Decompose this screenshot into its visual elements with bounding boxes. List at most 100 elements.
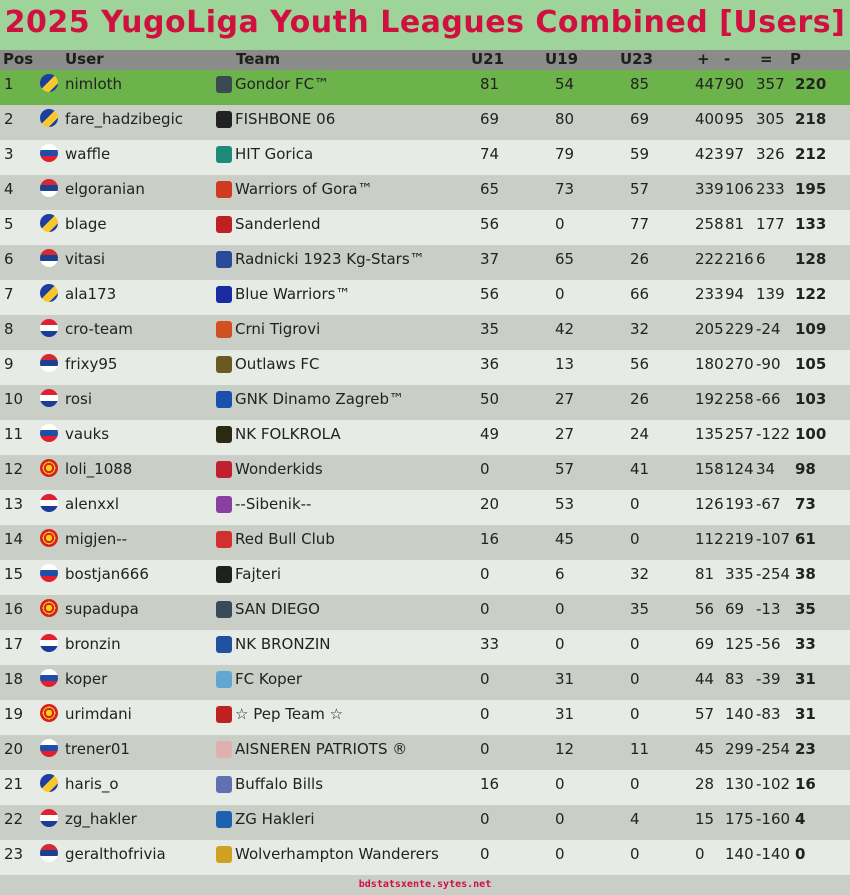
cell-minus: 219 [725, 530, 754, 548]
cell-user[interactable]: bronzin [65, 635, 121, 653]
flag-mk-icon [40, 704, 58, 722]
team-logo-icon [216, 846, 232, 863]
cell-team[interactable]: Warriors of Gora™ [235, 180, 373, 198]
cell-points: 100 [795, 425, 827, 443]
cell-u19: 80 [555, 110, 575, 128]
cell-minus: 229 [725, 320, 754, 338]
cell-diff: -102 [756, 775, 791, 793]
cell-user[interactable]: haris_o [65, 775, 119, 793]
cell-user[interactable]: koper [65, 670, 108, 688]
cell-team[interactable]: Wonderkids [235, 460, 323, 478]
team-logo-icon [216, 251, 232, 268]
cell-user[interactable]: loli_1088 [65, 460, 133, 478]
cell-minus: 81 [725, 215, 745, 233]
cell-plus: 44 [695, 670, 715, 688]
cell-plus: 69 [695, 635, 715, 653]
cell-team[interactable]: HIT Gorica [235, 145, 314, 163]
cell-team[interactable]: Sanderlend [235, 215, 321, 233]
cell-team[interactable]: FC Koper [235, 670, 303, 688]
cell-team[interactable]: NK FOLKROLA [235, 425, 341, 443]
table-row: 3 waffle HIT Gorica 74 79 59 423 97 326 212 [0, 140, 850, 175]
flag-ba-icon [40, 74, 58, 92]
cell-u23: 66 [630, 285, 650, 303]
cell-user[interactable]: rosi [65, 390, 92, 408]
header-points: P [790, 50, 801, 68]
cell-u23: 85 [630, 75, 650, 93]
cell-u23: 0 [630, 775, 640, 793]
team-logo-icon [216, 426, 232, 443]
team-logo-icon [216, 321, 232, 338]
cell-user[interactable]: ala173 [65, 285, 117, 303]
flag-rs-icon [40, 844, 58, 862]
cell-u23: 35 [630, 600, 650, 618]
flag-hr-icon [40, 389, 58, 407]
cell-u21: 49 [480, 425, 500, 443]
cell-minus: 125 [725, 635, 754, 653]
cell-team[interactable]: --Sibenik-- [235, 495, 312, 513]
cell-minus: 83 [725, 670, 745, 688]
cell-team[interactable]: GNK Dinamo Zagreb™ [235, 390, 404, 408]
cell-diff: -39 [756, 670, 781, 688]
cell-user[interactable]: blage [65, 215, 107, 233]
cell-team[interactable]: Crni Tigrovi [235, 320, 321, 338]
cell-plus: 233 [695, 285, 724, 303]
team-logo-icon [216, 811, 232, 828]
cell-points: 212 [795, 145, 827, 163]
cell-user[interactable]: bostjan666 [65, 565, 149, 583]
cell-user[interactable]: nimloth [65, 75, 123, 93]
flag-hr-icon [40, 809, 58, 827]
cell-user[interactable]: vauks [65, 425, 110, 443]
cell-u23: 0 [630, 635, 640, 653]
cell-diff: -140 [756, 845, 791, 863]
cell-team[interactable]: SAN DIEGO [235, 600, 320, 618]
cell-user[interactable]: elgoranian [65, 180, 145, 198]
cell-team[interactable]: Red Bull Club [235, 530, 335, 548]
cell-user[interactable]: vitasi [65, 250, 106, 268]
cell-team[interactable]: Wolverhampton Wanderers [235, 845, 439, 863]
cell-user[interactable]: trener01 [65, 740, 130, 758]
cell-team[interactable]: NK BRONZIN [235, 635, 331, 653]
cell-user[interactable]: frixy95 [65, 355, 118, 373]
team-logo-icon [216, 391, 232, 408]
cell-user[interactable]: waffle [65, 145, 111, 163]
cell-team[interactable]: Blue Warriors™ [235, 285, 351, 303]
cell-team[interactable]: Outlaws FC [235, 355, 320, 373]
cell-pos: 14 [4, 530, 24, 548]
cell-u21: 74 [480, 145, 500, 163]
cell-user[interactable]: fare_hadzibegic [65, 110, 183, 128]
cell-user[interactable]: urimdani [65, 705, 132, 723]
cell-user[interactable]: cro-team [65, 320, 133, 338]
cell-team[interactable]: Fajteri [235, 565, 282, 583]
cell-user[interactable]: supadupa [65, 600, 139, 618]
cell-minus: 299 [725, 740, 754, 758]
cell-minus: 94 [725, 285, 745, 303]
header-diff: = [760, 50, 773, 68]
cell-user[interactable]: geralthofrivia [65, 845, 166, 863]
cell-team[interactable]: AISNEREN PATRIOTS ® [235, 740, 408, 758]
cell-team[interactable]: Buffalo Bills [235, 775, 324, 793]
table-row: 21 haris_o Buffalo Bills 16 0 0 28 130 -102 16 [0, 770, 850, 805]
cell-points: 122 [795, 285, 827, 303]
cell-user[interactable]: migjen-- [65, 530, 128, 548]
cell-user[interactable]: zg_hakler [65, 810, 137, 828]
cell-team[interactable]: ☆ Pep Team ☆ [235, 705, 344, 723]
cell-diff: -56 [756, 635, 781, 653]
table-row: 9 frixy95 Outlaws FC 36 13 56 180 270 -90 105 [0, 350, 850, 385]
cell-user[interactable]: alenxxl [65, 495, 120, 513]
cell-u21: 56 [480, 215, 500, 233]
cell-team[interactable]: FISHBONE 06 [235, 110, 336, 128]
cell-u21: 0 [480, 740, 490, 758]
cell-u23: 41 [630, 460, 650, 478]
cell-team[interactable]: Gondor FC™ [235, 75, 330, 93]
cell-minus: 124 [725, 460, 754, 478]
cell-team[interactable]: Radnicki 1923 Kg-Stars™ [235, 250, 425, 268]
cell-u23: 32 [630, 320, 650, 338]
cell-pos: 22 [4, 810, 24, 828]
cell-u19: 12 [555, 740, 575, 758]
cell-team[interactable]: ZG Hakleri [235, 810, 315, 828]
cell-points: 103 [795, 390, 827, 408]
cell-u19: 13 [555, 355, 575, 373]
table-row: 2 fare_hadzibegic FISHBONE 06 69 80 69 400 95 30… [0, 105, 850, 140]
footer-site: bdstatsxente.sytes.net [0, 875, 850, 895]
cell-u19: 27 [555, 390, 575, 408]
